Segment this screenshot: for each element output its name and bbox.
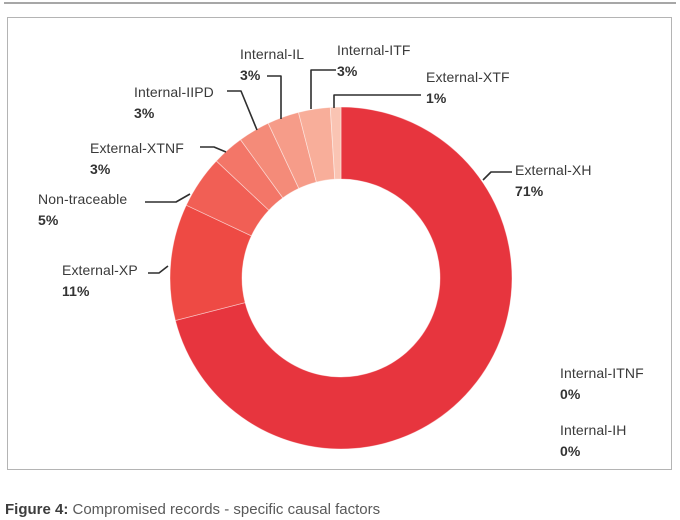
leader-line-external-xtnf: [200, 146, 227, 153]
slice-label-internal-itnf: Internal-ITNF 0%: [560, 363, 644, 405]
slice-label-value: 5%: [38, 212, 59, 228]
slice-label-value: 3%: [134, 105, 155, 121]
leader-line-external-xp: [148, 265, 169, 274]
slice-label-value: 3%: [240, 67, 261, 83]
slice-label-value: 0%: [560, 386, 581, 402]
slice-label-value: 3%: [337, 63, 358, 79]
donut-slice-external-xh: [174, 106, 513, 450]
top-divider-rule: [4, 2, 676, 4]
slice-label-name: Internal-IL: [240, 46, 305, 62]
leader-line-external-xh: [482, 171, 512, 181]
slice-label-external-xh: External-XH 71%: [515, 160, 592, 202]
leader-line-internal-iipd: [227, 90, 258, 131]
slice-label-internal-il: Internal-IL 3%: [240, 44, 304, 86]
slice-label-name: Internal-ITF: [337, 42, 411, 58]
slice-label-internal-iipd: Internal-IIPD 3%: [134, 82, 214, 124]
slice-label-internal-itf: Internal-ITF 3%: [337, 40, 411, 82]
slice-label-name: Non-traceable: [38, 191, 128, 207]
slice-label-name: External-XH: [515, 162, 592, 178]
donut-slices-group: [169, 106, 513, 450]
slice-label-name: Internal-IIPD: [134, 84, 214, 100]
slice-label-non-traceable: Non-traceable 5%: [38, 189, 127, 231]
slice-label-value: 11%: [62, 283, 90, 299]
figure-caption: Figure 4: Compromised records - specific…: [5, 500, 380, 520]
figure-caption-label: Figure 4:: [5, 501, 69, 518]
slice-label-external-xp: External-XP 11%: [62, 260, 138, 302]
slice-label-name: Internal-IH: [560, 422, 627, 438]
leader-line-internal-itf: [310, 69, 336, 109]
slice-label-external-xtnf: External-XTNF 3%: [90, 138, 184, 180]
slice-label-value: 1%: [426, 90, 447, 106]
slice-label-name: External-XP: [62, 262, 138, 278]
slice-label-name: External-XTNF: [90, 140, 184, 156]
leader-line-non-traceable: [145, 193, 191, 203]
slice-label-external-xtf: External-XTF 1%: [426, 67, 510, 109]
slice-label-name: Internal-ITNF: [560, 365, 644, 381]
slice-label-value: 71%: [515, 183, 544, 199]
leader-line-internal-il: [267, 75, 282, 119]
slice-label-name: External-XTF: [426, 69, 510, 85]
slice-label-internal-ih: Internal-IH 0%: [560, 420, 626, 462]
slice-label-value: 0%: [560, 443, 581, 459]
figure-caption-text: Compromised records - specific causal fa…: [68, 501, 381, 518]
slice-label-value: 3%: [90, 161, 111, 177]
leader-line-external-xtf: [333, 94, 421, 108]
